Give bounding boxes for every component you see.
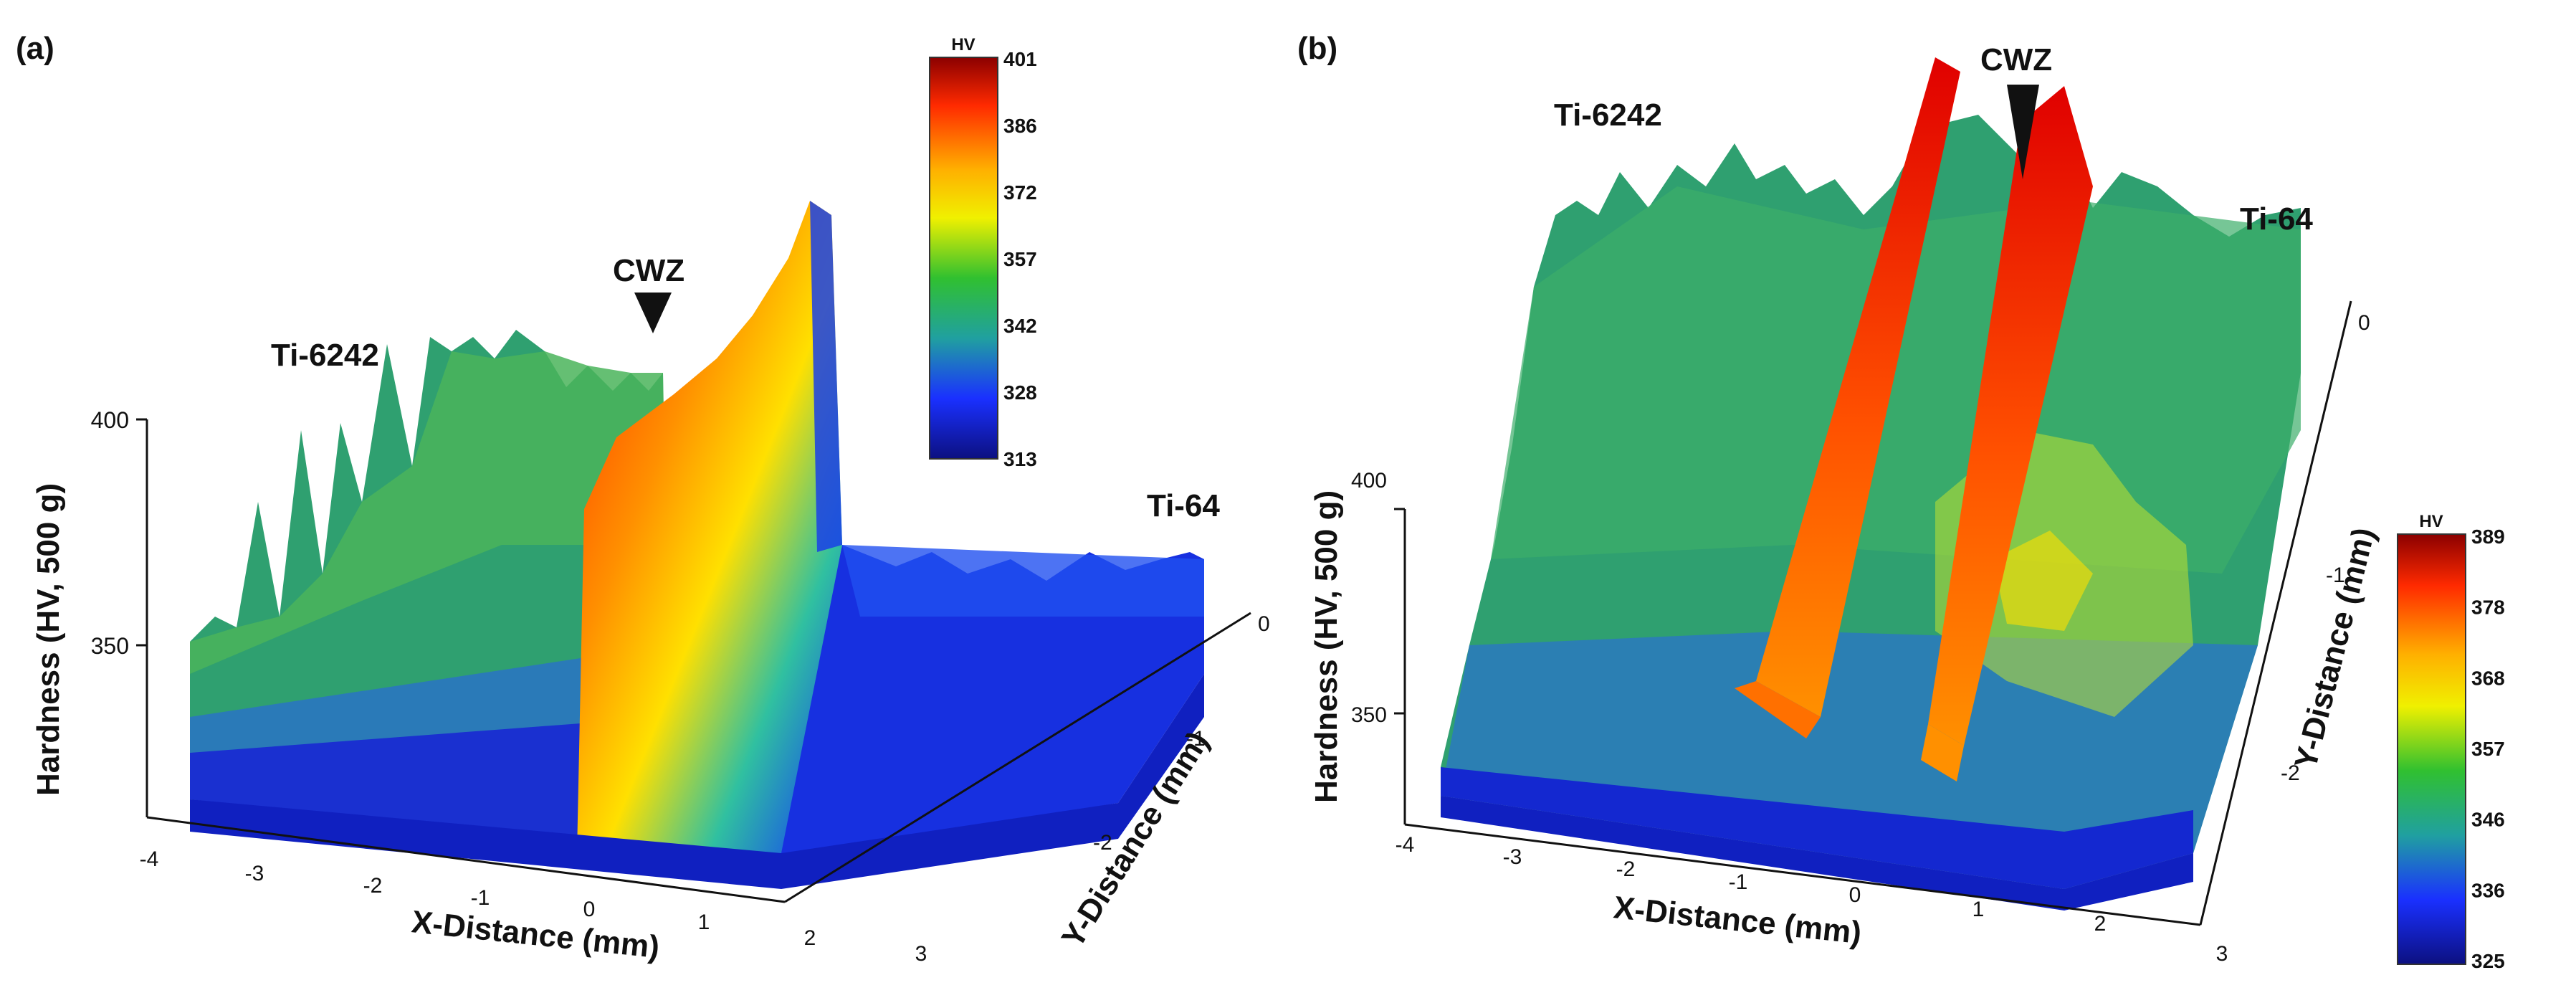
panel-b-colorbar-tick: 389 xyxy=(2471,526,2505,548)
panel-b-colorbar-gradient xyxy=(2397,533,2466,965)
panel-a-colorbar-tick: 313 xyxy=(1003,448,1037,470)
panel-b-colorbar-tick: 368 xyxy=(2471,667,2505,689)
panel-a-colorbar-tick: 386 xyxy=(1003,115,1037,137)
panel-a-cwz-label: CWZ xyxy=(613,253,684,288)
panel-a-label: (a) xyxy=(16,31,54,66)
panel-b-cwz-label: CWZ xyxy=(1980,42,2052,77)
panel-a-colorbar-tick: 357 xyxy=(1003,248,1037,270)
panel-a-ti64-label: Ti-64 xyxy=(1147,488,1220,523)
panel-a-ztick-400: 400 xyxy=(91,407,129,433)
panel-b-cwz-arrow-icon xyxy=(2007,85,2039,179)
panel-b-xtick: 0 xyxy=(1849,883,1861,907)
panel-a-xlabel: X-Distance (mm) xyxy=(410,904,661,965)
panel-a-colorbar: HV 401 386 372 357 342 328 313 xyxy=(929,35,1037,470)
panel-b-ztick-400: 400 xyxy=(1351,469,1387,493)
panel-b-xticks: -4 -3 -2 -1 0 1 2 3 xyxy=(1396,833,2228,966)
panel-b-xlabel: X-Distance (mm) xyxy=(1612,890,1863,951)
panel-b-xtick: 3 xyxy=(2216,942,2228,966)
panel-a-xtick: -1 xyxy=(471,886,490,910)
panel-b-colorbar-tick: 336 xyxy=(2471,879,2505,901)
panel-a-xtick: 2 xyxy=(804,926,816,950)
panel-b-xtick: -1 xyxy=(1729,870,1748,894)
panel-a: (a) 400 350 xyxy=(16,31,1270,966)
panel-b-axes xyxy=(1394,300,2352,926)
panel-a-ytick: -2 xyxy=(1093,831,1112,855)
panel-a-ytick: 0 xyxy=(1258,612,1270,636)
panel-b-ztick-350: 350 xyxy=(1351,703,1387,727)
panel-a-ztick-350: 350 xyxy=(91,633,129,659)
panel-b-surface xyxy=(1441,57,2301,911)
panel-a-xtick: -3 xyxy=(245,862,264,885)
panel-a-xtick: 1 xyxy=(698,911,710,934)
panel-b-colorbar-tick: 378 xyxy=(2471,596,2505,619)
panel-b-ytick: -2 xyxy=(2281,761,2300,785)
panel-b-xtick: -3 xyxy=(1503,845,1522,869)
panel-b-colorbar: HV 389 378 368 357 346 336 325 xyxy=(2397,512,2505,972)
panel-a-colorbar-title: HV xyxy=(951,35,975,54)
panel-a-axes xyxy=(136,418,1251,903)
panel-b-ti64-label: Ti-64 xyxy=(2240,201,2313,237)
panel-a-colorbar-tick: 342 xyxy=(1003,315,1037,337)
panel-a-surface xyxy=(190,201,1204,889)
panel-a-xtick: 0 xyxy=(583,898,596,921)
panel-a-xtick: 3 xyxy=(915,942,927,966)
panel-a-ti64-region xyxy=(774,545,1204,857)
panel-a-colorbar-tick: 328 xyxy=(1003,381,1037,404)
panel-b-colorbar-tick: 357 xyxy=(2471,738,2505,760)
panel-a-cwz-arrow-icon xyxy=(634,293,672,333)
panel-a-ti6242-label: Ti-6242 xyxy=(271,338,379,373)
panel-a-ytick: -1 xyxy=(1186,727,1206,751)
panel-b-xtick: 2 xyxy=(2094,912,2107,936)
panel-a-cwz-ridge xyxy=(577,201,842,853)
panel-b-ytick: -1 xyxy=(2326,564,2345,587)
panel-b-zlabel: Hardness (HV, 500 g) xyxy=(1309,490,1344,803)
panel-a-xtick: -2 xyxy=(363,874,383,898)
panel-a-colorbar-tick: 372 xyxy=(1003,181,1037,204)
panel-b-cwz-stripe-right xyxy=(1928,86,2093,746)
panel-a-colorbar-gradient xyxy=(929,57,998,460)
panel-b-ti6242-label: Ti-6242 xyxy=(1554,98,1662,133)
panel-b-xtick: -4 xyxy=(1396,833,1415,857)
panel-b-cwz-stripe-left xyxy=(1756,57,1960,717)
panel-a-colorbar-tick: 401 xyxy=(1003,48,1037,70)
panel-b-label: (b) xyxy=(1297,31,1337,66)
panel-a-xtick: -4 xyxy=(140,847,159,871)
panel-b-colorbar-tick: 346 xyxy=(2471,809,2505,831)
panel-b-colorbar-title: HV xyxy=(2419,512,2443,531)
panel-b: (b) 400 350 xyxy=(1297,31,2505,972)
panel-a-zlabel: Hardness (HV, 500 g) xyxy=(31,483,66,796)
panel-b-ytick: 0 xyxy=(2358,311,2370,335)
panel-b-colorbar-tick: 325 xyxy=(2471,950,2505,972)
panel-a-xticks: -4 -3 -2 -1 0 1 2 3 xyxy=(140,847,927,966)
panel-b-xtick: 1 xyxy=(1972,898,1985,921)
panel-b-xtick: -2 xyxy=(1616,857,1636,881)
panel-b-ylabel: Y-Distance (mm) xyxy=(2288,524,2382,772)
